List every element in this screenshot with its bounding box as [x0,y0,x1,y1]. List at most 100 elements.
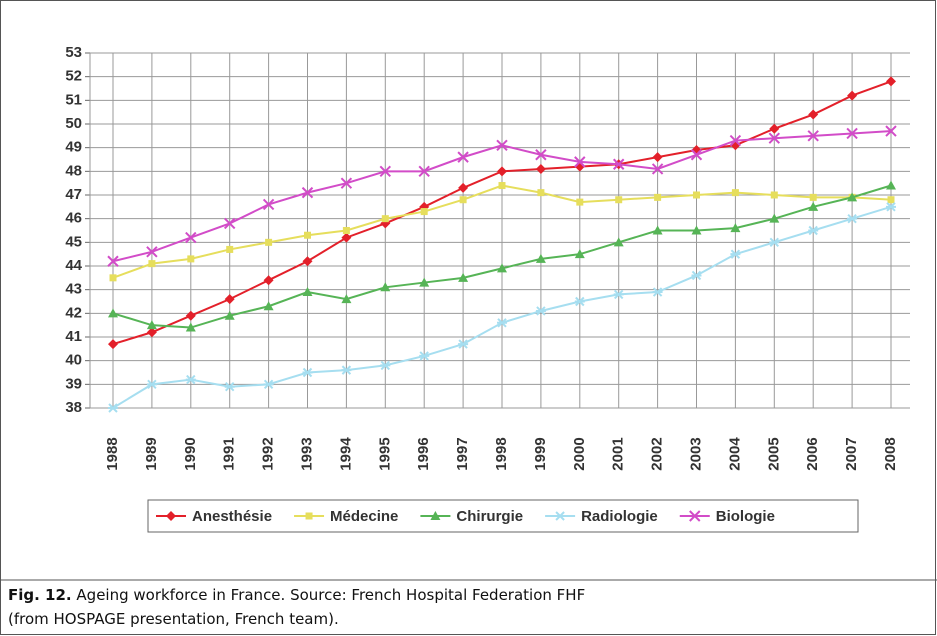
y-tick-label: 46 [65,210,82,227]
x-tick-label: 2000 [571,437,588,470]
y-tick-label: 51 [65,91,82,108]
marker [574,296,585,307]
marker [458,272,469,282]
legend-marker [555,511,566,521]
x-tick-label: 1988 [104,437,121,470]
marker [301,186,314,199]
marker [808,201,819,211]
legend-label: Chirurgie [456,508,523,525]
marker [769,237,780,248]
marker [224,381,235,392]
marker [146,327,157,338]
marker [107,255,119,267]
marker [535,149,547,161]
x-tick-label: 1991 [221,437,238,470]
marker [613,237,624,247]
marker [535,306,546,316]
marker [341,294,352,304]
y-tick-label: 45 [65,233,82,250]
marker [615,196,623,204]
marker [187,255,195,263]
y-tick-label: 47 [65,186,82,203]
marker [108,308,118,318]
x-tick-label: 2006 [804,437,821,470]
legend-marker [689,510,701,522]
marker [497,166,507,177]
marker [146,320,157,330]
y-tick-label: 53 [65,44,82,61]
marker [652,287,663,297]
marker [693,191,700,199]
marker [146,379,157,390]
marker [185,322,196,332]
marker [457,151,469,163]
x-tick-label: 1990 [182,437,199,470]
marker [652,225,663,235]
marker [418,165,430,178]
marker [809,193,817,201]
marker [574,249,585,259]
marker [420,208,428,216]
marker [769,123,780,134]
y-tick-label: 49 [65,139,82,156]
marker [651,163,664,175]
marker [458,182,469,193]
marker [459,196,467,204]
marker [846,127,858,140]
marker [574,156,586,168]
marker [768,132,781,144]
legend-marker [166,511,176,521]
marker [496,139,508,152]
legend: Anesthésie Médecine Chirurgie Radiologie Bio… [147,499,859,533]
x-tick-label: 1994 [337,437,354,471]
marker [185,231,197,244]
legend-label: Anesthésie [192,508,272,525]
marker [808,109,819,120]
marker [304,231,311,239]
x-tick-label: 1997 [454,437,471,470]
x-tick-label: 2001 [610,437,627,470]
marker [146,246,158,258]
marker [537,189,545,197]
marker [886,202,896,212]
marker [730,249,741,259]
legend-label: Biologie [716,508,775,525]
marker [847,213,858,224]
x-tick-label: 1996 [415,437,432,470]
x-tick-label: 2004 [726,437,743,471]
y-tick-label: 44 [65,257,82,274]
marker [265,238,273,246]
y-tick-label: 43 [65,281,82,298]
marker [380,282,391,292]
marker [458,339,469,349]
marker [769,213,780,223]
marker [885,125,897,137]
marker [380,360,391,371]
marker [576,198,584,206]
marker [224,310,235,320]
y-tick-label: 42 [65,304,82,321]
x-tick-label: 2007 [843,437,860,470]
marker [148,260,156,268]
y-tick-label: 41 [65,328,82,345]
x-tick-label: 1999 [532,437,549,470]
marker [108,339,118,350]
marker [381,215,389,223]
caption-line: (from HOSPAGE presentation, French team)… [8,610,339,628]
y-tick-label: 48 [65,162,82,179]
marker [731,189,739,197]
legend-label: Radiologie [581,508,658,525]
marker [419,351,430,361]
marker [729,134,742,147]
marker [185,374,196,385]
marker [342,227,350,234]
marker [340,177,353,189]
marker [497,263,507,273]
marker [262,198,275,211]
marker [730,223,741,233]
marker [497,318,507,328]
x-tick-label: 1998 [493,437,510,470]
marker [770,191,778,199]
y-tick-label: 38 [65,399,82,416]
